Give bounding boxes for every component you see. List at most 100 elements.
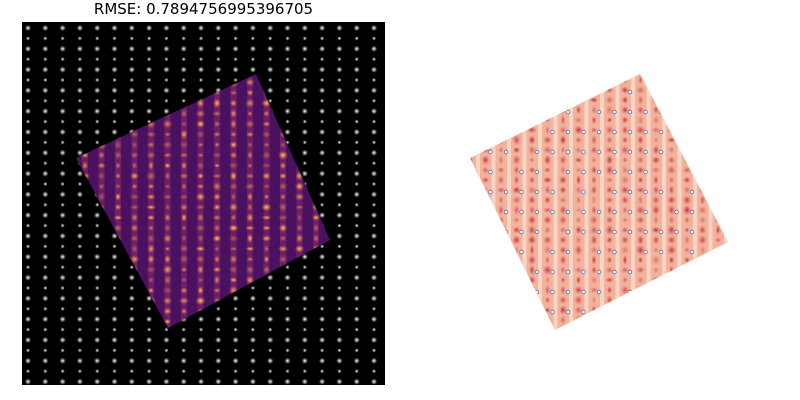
lattice-dot (94, 253, 101, 260)
map-band (553, 74, 558, 330)
map-spot (652, 105, 660, 115)
lattice-dot (59, 232, 66, 240)
map-spot (620, 325, 630, 330)
lattice-dot (43, 57, 48, 62)
lattice-dot (25, 202, 31, 207)
lattice-dot (301, 378, 308, 385)
map-spot (683, 266, 691, 274)
map-spot (668, 184, 675, 196)
lattice-dot (59, 45, 66, 52)
lattice-dot (370, 170, 378, 177)
map-spot (622, 254, 628, 266)
overlay-spot (162, 296, 173, 306)
map-spot (667, 215, 676, 225)
overlay-spot (229, 108, 238, 119)
map-marker (643, 329, 648, 330)
map-spot (470, 74, 475, 86)
map-spot (620, 335, 629, 345)
overlay-spot (229, 131, 238, 138)
overlay-spot (212, 97, 222, 109)
overlay-spot (131, 161, 138, 170)
lattice-dot (319, 181, 325, 187)
lattice-dot (95, 348, 100, 353)
lattice-dot (24, 149, 32, 156)
map-spot (575, 337, 581, 343)
lattice-dot (284, 45, 291, 52)
map-spot (590, 316, 598, 324)
lattice-dot (112, 327, 117, 332)
lattice-dot (216, 77, 221, 83)
map-spot (651, 326, 661, 330)
overlay-spot (263, 193, 270, 200)
overlay-spot (97, 150, 106, 160)
map-spot (606, 256, 613, 264)
lattice-dot (301, 336, 308, 344)
lattice-dot (216, 36, 221, 41)
map-spot (573, 305, 584, 315)
map-spot (498, 154, 504, 166)
lattice-dot (337, 119, 342, 124)
lattice-dot (43, 244, 48, 249)
lattice-dot (353, 170, 360, 177)
map-spot (482, 254, 489, 266)
overlay-spot (179, 286, 189, 295)
lattice-dot (59, 108, 66, 115)
map-marker (737, 110, 741, 114)
lattice-dot (354, 244, 359, 249)
lattice-dot (301, 253, 308, 260)
lattice-dot (24, 24, 32, 32)
map-spot (543, 206, 552, 214)
map-marker (488, 149, 493, 155)
map-spot (637, 314, 644, 326)
map-spot (635, 326, 646, 330)
map-spot (590, 156, 598, 164)
overlay-spot (196, 172, 205, 180)
lattice-dot (43, 285, 48, 291)
lattice-dot (180, 66, 187, 73)
map-marker (488, 129, 493, 135)
overlay-spot (162, 140, 173, 150)
lattice-dot (337, 140, 342, 145)
map-marker (705, 169, 710, 175)
map-spot (575, 206, 582, 214)
map-band (522, 74, 527, 330)
map-spot (498, 146, 504, 154)
lattice-dot (336, 149, 343, 156)
map-spot (470, 214, 474, 226)
map-spot (482, 215, 489, 225)
overlay-spot (262, 264, 271, 275)
lattice-dot (319, 244, 325, 249)
lattice-dot (163, 87, 170, 94)
lattice-dot (95, 327, 100, 332)
map-spot (497, 264, 505, 276)
lattice-dot (76, 128, 84, 136)
map-marker (643, 169, 648, 175)
map-spot (481, 96, 490, 104)
map-spot (606, 246, 613, 254)
lattice-dot (128, 87, 135, 94)
map-spot (512, 154, 521, 166)
overlay-spot (163, 162, 172, 169)
lattice-dot (197, 45, 205, 52)
overlay-band (280, 74, 286, 328)
map-spot (684, 67, 690, 74)
map-spot (512, 326, 521, 330)
lattice-dot (197, 87, 205, 94)
overlay-spot (228, 264, 239, 275)
map-spot (559, 104, 567, 116)
map-spot (497, 174, 505, 186)
map-spot (589, 86, 599, 94)
lattice-dot (249, 357, 257, 364)
lattice-dot (215, 316, 222, 323)
map-spot (480, 304, 491, 316)
map-marker (550, 74, 555, 75)
map-spot (635, 244, 646, 256)
map-marker (534, 189, 540, 195)
map-marker (658, 189, 664, 195)
lattice-dot (59, 149, 66, 156)
map-spot (543, 335, 552, 345)
overlay-spot (195, 191, 206, 202)
map-spot (558, 86, 568, 94)
lattice-dot (301, 149, 308, 156)
lattice-dot (146, 369, 152, 374)
